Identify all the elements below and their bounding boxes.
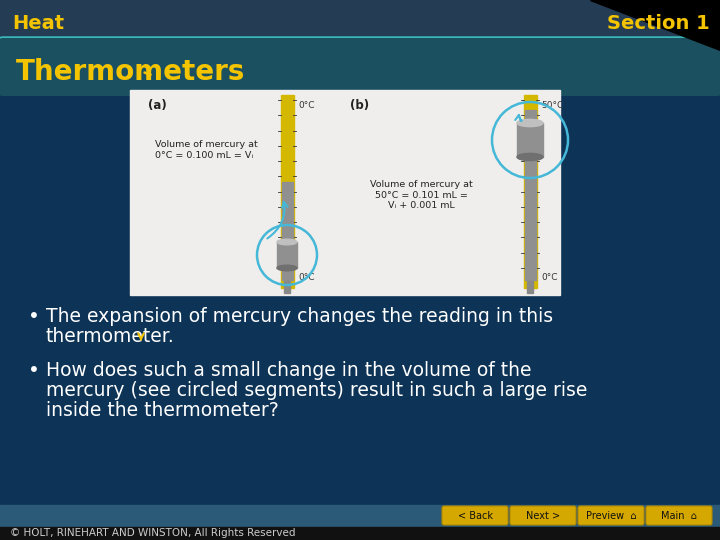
FancyBboxPatch shape [0,38,720,96]
FancyBboxPatch shape [442,506,508,525]
Text: The expansion of mercury changes the reading in this: The expansion of mercury changes the rea… [46,307,553,327]
FancyBboxPatch shape [510,506,576,525]
Ellipse shape [277,265,297,271]
Bar [281,95,294,288]
Bar [0,0,720,42]
Text: inside the thermometer?: inside the thermometer? [46,402,279,421]
Text: (a): (a) [148,99,167,112]
Text: Section 1: Section 1 [607,14,710,32]
Text: < Back: < Back [457,511,492,521]
Bar [525,111,536,280]
Text: Volume of mercury at
50°C = 0.101 mL =
Vᵢ + 0.001 mL: Volume of mercury at 50°C = 0.101 mL = V… [370,180,473,210]
Polygon shape [590,0,720,50]
Text: mercury (see circled segments) result in such a large rise: mercury (see circled segments) result in… [46,381,588,401]
Text: How does such a small change in the volume of the: How does such a small change in the volu… [46,361,531,381]
Text: 0°C: 0°C [298,100,315,110]
Text: Heat: Heat [12,14,64,32]
Text: 0°C: 0°C [541,273,557,281]
Text: 0°C: 0°C [298,273,315,281]
Text: Volume of mercury at
0°C = 0.100 mL = Vᵢ: Volume of mercury at 0°C = 0.100 mL = Vᵢ [155,140,258,160]
Text: 50°C: 50°C [541,100,563,110]
Bar [517,123,543,157]
Ellipse shape [517,153,543,160]
FancyBboxPatch shape [578,506,644,525]
Bar [527,281,533,293]
Bar [130,90,560,295]
Bar [524,95,537,288]
Bar [284,281,290,293]
Text: thermometer.: thermometer. [46,327,175,347]
Bar [0,527,720,540]
Bar [282,182,293,280]
Text: Thermometers: Thermometers [16,58,246,86]
Ellipse shape [277,239,297,245]
Text: •: • [28,307,40,327]
Text: •: • [28,361,40,381]
Bar [277,242,297,268]
Text: (b): (b) [350,99,369,112]
FancyBboxPatch shape [646,506,712,525]
Text: Next >: Next > [526,511,560,521]
Text: Main  ⌂: Main ⌂ [661,511,697,521]
Bar [0,505,720,527]
Ellipse shape [517,119,543,127]
Text: Preview  ⌂: Preview ⌂ [585,511,636,521]
FancyBboxPatch shape [0,38,720,509]
Text: © HOLT, RINEHART AND WINSTON, All Rights Reserved: © HOLT, RINEHART AND WINSTON, All Rights… [10,529,295,538]
